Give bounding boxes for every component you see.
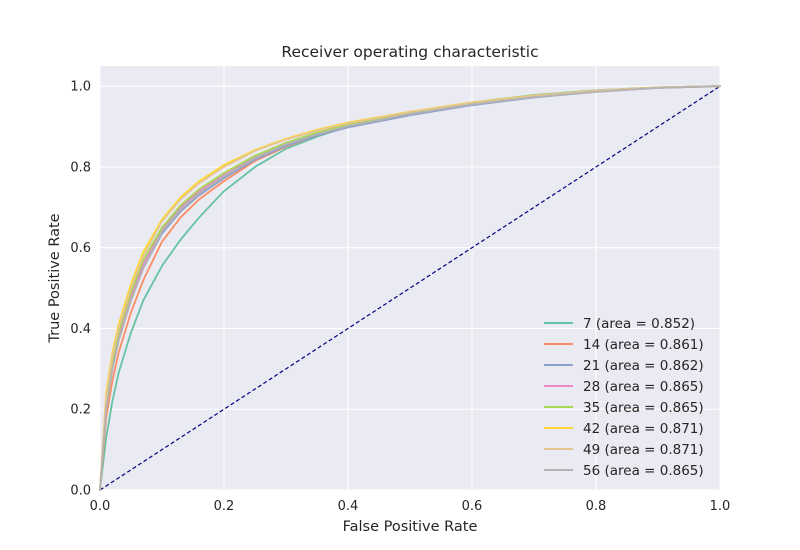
x-axis-label: False Positive Rate	[343, 519, 478, 535]
legend-label: 7 (area = 0.852)	[583, 316, 695, 332]
x-tick-label: 1.0	[710, 499, 731, 514]
x-tick-label: 0.0	[90, 499, 111, 514]
legend: 7 (area = 0.852) 14 (area = 0.861) 21 (are…	[544, 316, 704, 479]
y-tick-label: 0.8	[70, 160, 91, 175]
legend-label: 14 (area = 0.861)	[583, 337, 704, 353]
legend-label: 35 (area = 0.865)	[583, 400, 704, 416]
y-tick-label: 1.0	[70, 80, 91, 95]
x-tick-label: 0.8	[586, 499, 607, 514]
y-axis-label: True Positive Rate	[47, 213, 63, 343]
chart-title: Receiver operating characteristic	[281, 43, 538, 61]
legend-label: 42 (area = 0.871)	[583, 421, 704, 437]
legend-label: 21 (area = 0.862)	[583, 358, 704, 374]
roc-curve-series-7	[99, 85, 721, 491]
legend-label: 49 (area = 0.871)	[583, 442, 704, 458]
y-tick-label: 0.6	[70, 241, 91, 256]
y-tick-label: 0.0	[70, 484, 91, 499]
plot-background	[100, 66, 720, 490]
tick-labels: 0.0 0.2 0.4 0.6 0.8 1.0 0.0 0.2 0.4 0.6 0.8 1.0	[70, 80, 730, 514]
y-tick-label: 0.2	[70, 403, 91, 418]
x-tick-label: 0.2	[214, 499, 235, 514]
x-tick-label: 0.4	[338, 499, 359, 514]
series-lines	[99, 85, 721, 491]
legend-label: 28 (area = 0.865)	[583, 379, 704, 395]
legend-label: 56 (area = 0.865)	[583, 463, 704, 479]
grid-lines	[99, 66, 721, 491]
roc-curve-series-8	[99, 85, 721, 491]
x-tick-label: 0.6	[462, 499, 483, 514]
y-tick-label: 0.4	[70, 322, 91, 337]
